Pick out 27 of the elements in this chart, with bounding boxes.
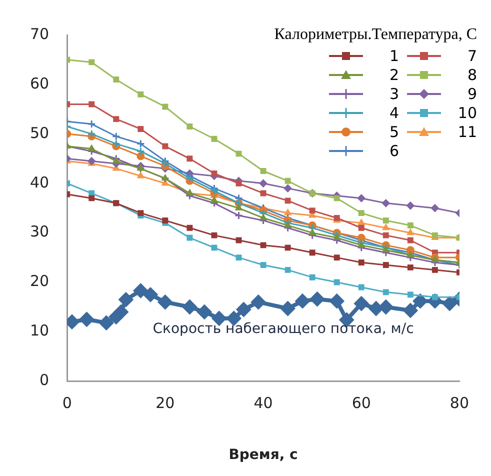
y-tick-label: 70 <box>30 24 50 43</box>
y-tick-label: 60 <box>30 74 50 92</box>
x-tick-label: 20 <box>156 394 175 412</box>
x-tick-label: 40 <box>254 394 273 412</box>
legend-label: 4 <box>388 104 399 122</box>
legend-label: 1 <box>388 46 399 64</box>
y-tick-label: 20 <box>30 272 50 290</box>
x-tick-label: 60 <box>352 394 371 412</box>
legend-label: 8 <box>466 66 477 84</box>
legend-label: 5 <box>388 122 399 140</box>
x-tick-label: 80 <box>450 394 470 412</box>
legend-label: 2 <box>388 66 399 84</box>
y-tick-label: 30 <box>30 222 50 241</box>
x-axis-title: Время, с <box>228 447 298 464</box>
y-tick-label: 50 <box>30 124 50 142</box>
legend-label: 11 <box>456 122 477 140</box>
legend-label: 9 <box>466 84 477 102</box>
annotation: Скорость набегающего потока, м/с <box>152 320 414 337</box>
legend-label: 6 <box>388 142 399 160</box>
legend-label: 3 <box>388 84 399 102</box>
x-tick-label: 0 <box>62 394 72 412</box>
legend-label: 10 <box>456 104 477 122</box>
y-tick-label: 10 <box>30 322 50 340</box>
y-tick-label: 0 <box>40 371 50 390</box>
legend-label: 7 <box>466 46 477 64</box>
y-tick-label: 40 <box>30 173 50 192</box>
legend-title: Калориметры.Температура, С <box>274 26 477 44</box>
